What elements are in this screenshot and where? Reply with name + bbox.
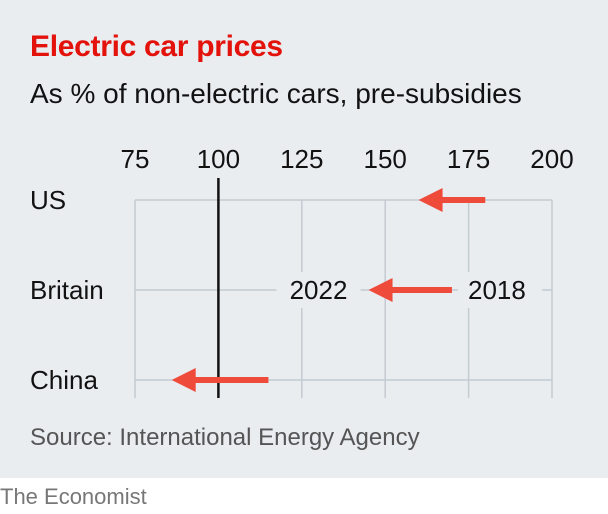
chart-card: Electric car prices As % of non-electric…: [0, 0, 608, 478]
annotation-bg: [457, 272, 542, 308]
arrow-head: [418, 188, 443, 212]
annotation-label-2018: 2018: [468, 275, 526, 305]
x-tick-label: 75: [121, 144, 150, 174]
source-note: Source: International Energy Agency: [30, 424, 420, 451]
chart-plot: 75 100 125 150 175 200 US Britain China 2022 2018: [30, 144, 574, 398]
chart-subtitle: As % of non-electric cars, pre-subsidies: [30, 78, 522, 109]
annotation-bg: [276, 272, 361, 308]
row-label: China: [30, 365, 98, 395]
x-tick-label: 200: [530, 144, 573, 174]
x-tick-label: 125: [280, 144, 323, 174]
brand-label: The Economist: [0, 484, 147, 509]
x-tick-label: 150: [364, 144, 407, 174]
x-tick-label: 100: [197, 144, 240, 174]
row-label: US: [30, 185, 66, 215]
annotation-label-2022: 2022: [290, 275, 348, 305]
chart-title: Electric car prices: [30, 30, 283, 63]
arrow-head: [171, 368, 196, 392]
row-label: Britain: [30, 275, 104, 305]
arrow-head: [368, 278, 393, 302]
x-tick-label: 175: [447, 144, 490, 174]
